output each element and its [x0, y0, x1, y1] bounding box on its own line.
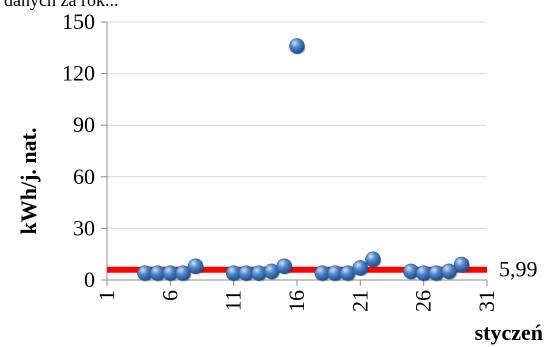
x-axis-title: styczeń [475, 320, 543, 345]
x-tick-label: 1 [94, 290, 119, 301]
y-tick-label: 60 [73, 164, 95, 189]
gridlines [107, 21, 487, 229]
axes [101, 21, 488, 286]
x-tick-label: 26 [411, 290, 436, 312]
y-tick-label: 120 [62, 61, 95, 86]
reference-line-label: 5,99 [499, 257, 538, 282]
header-fragment: danych za rok... [4, 0, 119, 10]
data-point [453, 256, 470, 273]
y-tick-label: 150 [62, 9, 95, 34]
data-point [365, 251, 381, 268]
data-point [175, 265, 191, 281]
y-tick-label: 30 [73, 215, 95, 240]
data-point [187, 258, 204, 275]
data-points [137, 38, 471, 282]
x-tick-label: 11 [221, 290, 246, 311]
x-tick-label: 6 [157, 290, 182, 301]
x-tick-label: 16 [284, 290, 309, 312]
data-point [289, 38, 305, 54]
x-tick-label: 31 [474, 290, 499, 312]
data-point [276, 258, 293, 275]
y-tick-label: 0 [84, 267, 95, 292]
x-tick-label: 21 [347, 290, 372, 312]
data-point [441, 263, 457, 280]
data-point [352, 260, 369, 276]
y-tick-label: 90 [73, 112, 95, 137]
y-axis-title: kWh/j. nat. [16, 128, 41, 235]
